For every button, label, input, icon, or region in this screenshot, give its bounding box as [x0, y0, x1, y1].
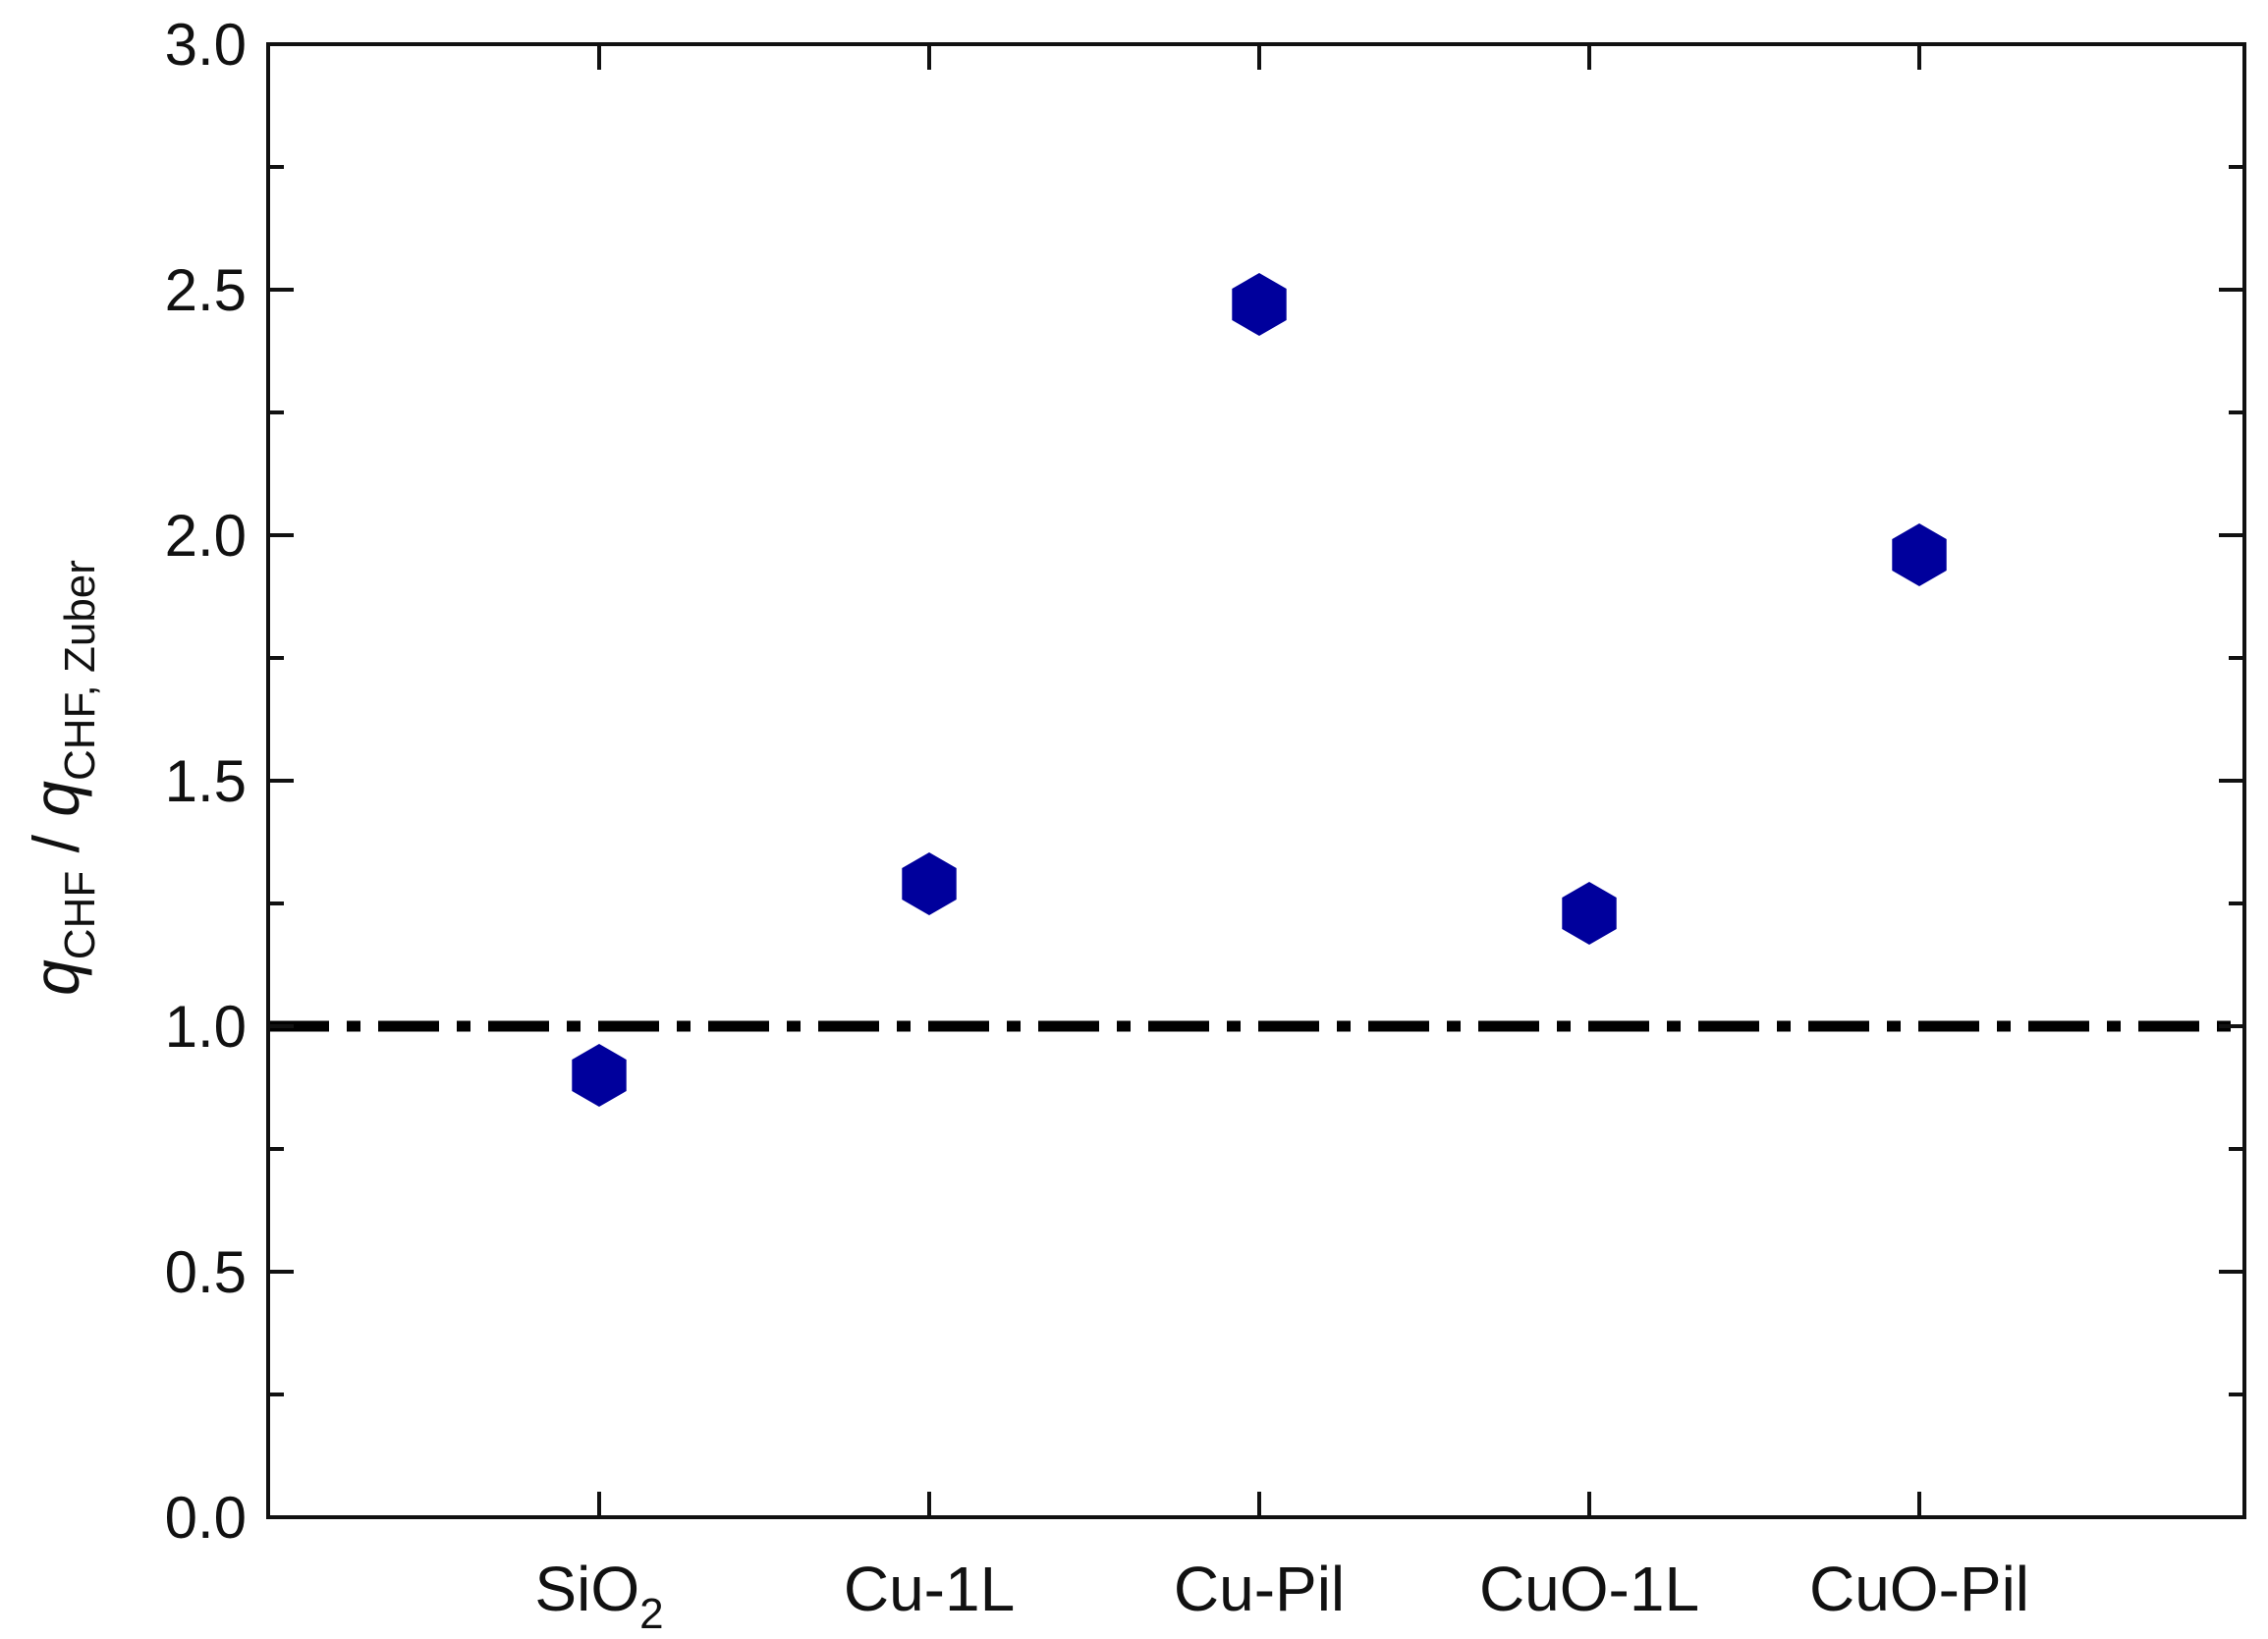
x-category-label: Cu-1L	[844, 1554, 1015, 1624]
y-axis-label: qCHF / qCHF, Zuber	[20, 560, 104, 996]
y-axis-label-q2: q	[20, 781, 92, 817]
y-tick-label: 2.0	[165, 503, 247, 569]
axes	[266, 42, 2246, 1519]
minor-ticks	[268, 165, 2244, 1396]
x-category-name: Cu-Pil	[1174, 1554, 1345, 1624]
x-ticks	[597, 44, 1921, 1517]
y-axis-label-sub1: CHF	[56, 871, 104, 959]
y-tick-label: 1.0	[165, 994, 247, 1060]
y-axis-label-slash: /	[20, 817, 92, 871]
y-ticks	[268, 42, 2244, 1519]
data-point-hexagon	[572, 1044, 627, 1107]
x-category-name: CuO-Pil	[1809, 1554, 2029, 1624]
x-category-label: SiO2	[534, 1554, 663, 1638]
data-point-hexagon	[1562, 882, 1617, 945]
y-tick-label: 0.0	[165, 1485, 247, 1551]
y-axis-label-q1: q	[20, 959, 92, 996]
x-category-name: CuO-1L	[1479, 1554, 1699, 1624]
y-tick-label: 0.5	[165, 1239, 247, 1305]
y-axis-label-sub2: CHF, Zuber	[56, 560, 104, 781]
y-tick-label: 3.0	[165, 12, 247, 78]
y-tick-labels: 0.0 0.5 1.0 1.5 2.0 2.5 3.0	[165, 12, 247, 1551]
plot-frame	[266, 42, 2246, 1519]
x-category-labels: SiO2 Cu-1L Cu-Pil CuO-1L CuO-Pil	[534, 1554, 2029, 1638]
y-tick-label: 1.5	[165, 748, 247, 814]
data-point-hexagon	[902, 852, 957, 915]
x-category-label: CuO-1L	[1479, 1554, 1699, 1624]
x-category-label: CuO-Pil	[1809, 1554, 2029, 1624]
x-category-name: Cu-1L	[844, 1554, 1015, 1624]
data-point-hexagon	[1232, 273, 1287, 336]
y-tick-label: 2.5	[165, 257, 247, 323]
data-points	[572, 273, 1947, 1107]
x-category-name: SiO	[534, 1554, 639, 1624]
x-category-label: Cu-Pil	[1174, 1554, 1345, 1624]
data-point-hexagon	[1892, 523, 1947, 586]
x-category-subscript: 2	[639, 1590, 663, 1638]
